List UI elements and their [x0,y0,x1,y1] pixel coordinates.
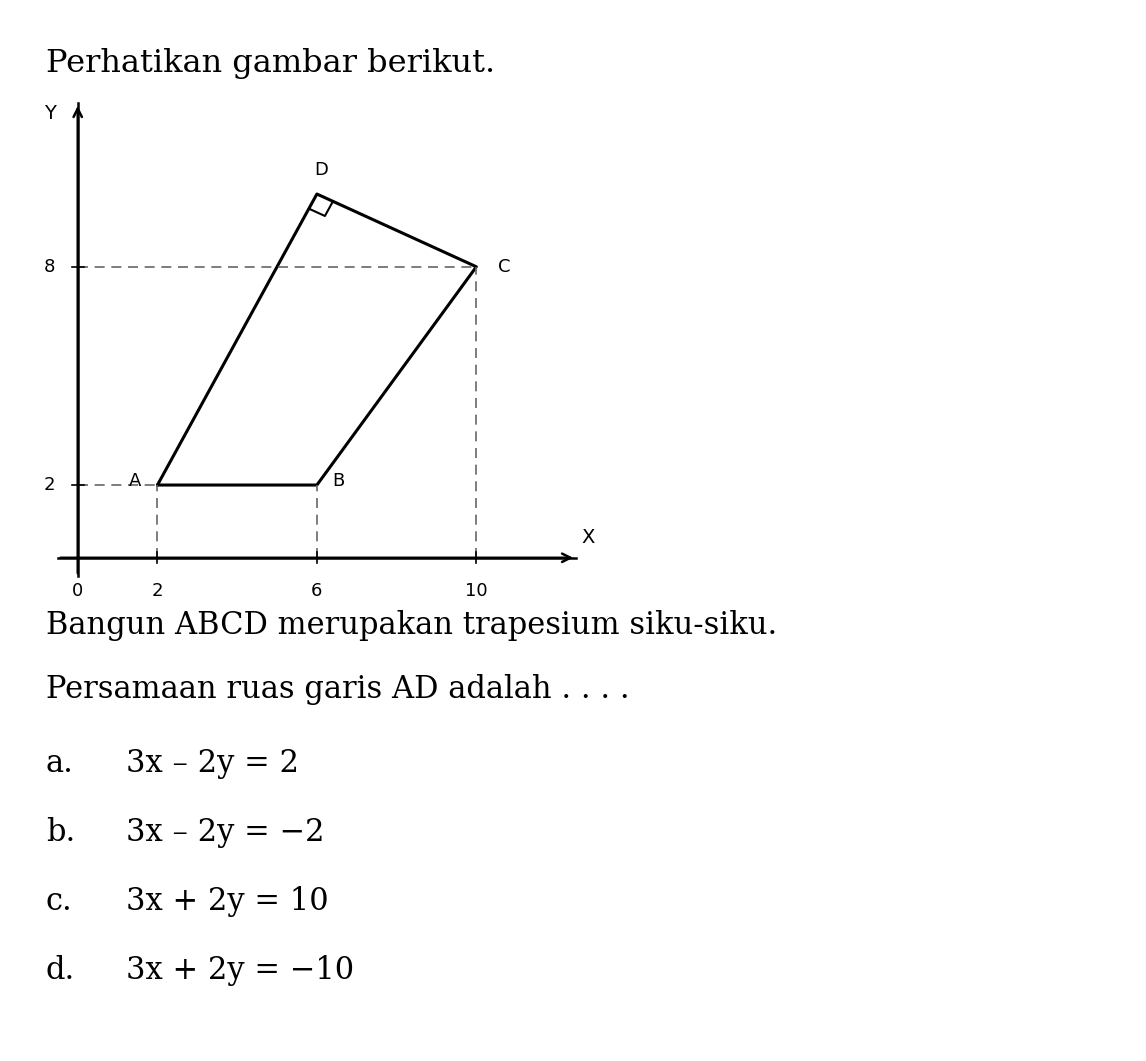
Text: X: X [581,528,595,547]
Text: 3x – 2y = −2: 3x – 2y = −2 [126,817,324,848]
Text: b.: b. [46,817,76,848]
Text: 2: 2 [44,476,55,494]
Text: Y: Y [44,104,56,123]
Text: 8: 8 [45,258,55,276]
Text: c.: c. [46,886,72,917]
Text: 0: 0 [72,581,84,599]
Text: 3x + 2y = −10: 3x + 2y = −10 [126,955,354,986]
Text: A: A [129,472,142,490]
Text: 2: 2 [151,581,163,599]
Text: a.: a. [46,748,73,779]
Text: 3x – 2y = 2: 3x – 2y = 2 [126,748,299,779]
Text: 10: 10 [465,581,488,599]
Text: B: B [332,472,345,490]
Text: 6: 6 [312,581,322,599]
Text: Perhatikan gambar berikut.: Perhatikan gambar berikut. [46,48,495,79]
Text: C: C [499,258,510,276]
Text: 3x + 2y = 10: 3x + 2y = 10 [126,886,329,917]
Text: Persamaan ruas garis AD adalah . . . .: Persamaan ruas garis AD adalah . . . . [46,674,629,705]
Text: d.: d. [46,955,76,986]
Text: Bangun ABCD merupakan trapesium siku-siku.: Bangun ABCD merupakan trapesium siku-sik… [46,610,777,641]
Text: D: D [314,161,328,179]
